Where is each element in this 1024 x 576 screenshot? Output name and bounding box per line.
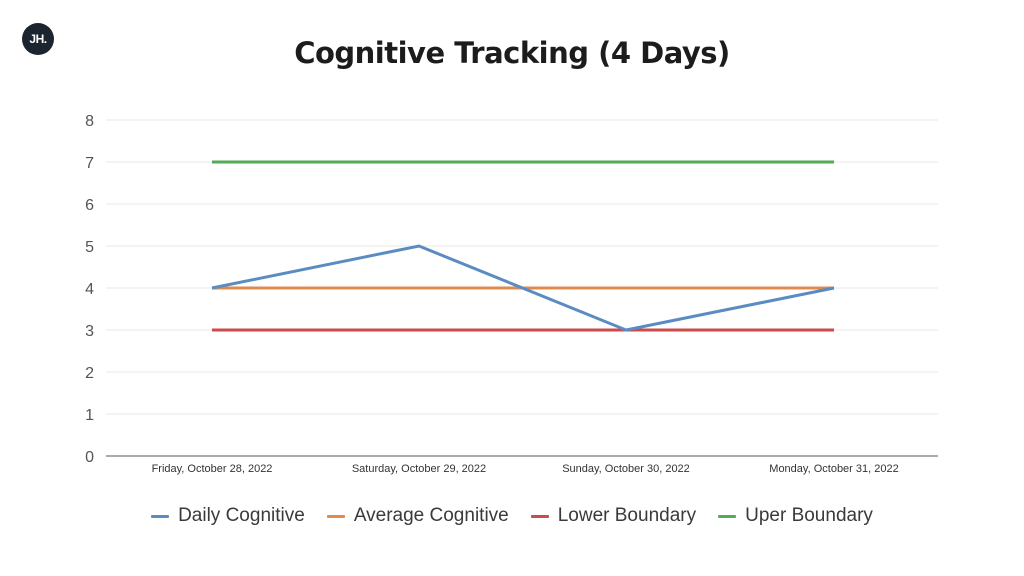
y-tick-labels: 0 1 2 3 4 5 6 7 8 [85, 113, 94, 466]
chart-title: Cognitive Tracking (4 Days) [294, 36, 730, 70]
logo-text: JH. [29, 32, 47, 46]
y-tick-label: 5 [85, 239, 94, 256]
series-layer [211, 160, 835, 332]
legend-label: Average Cognitive [353, 505, 509, 526]
legend-swatch [151, 514, 170, 518]
legend-swatch [530, 514, 549, 518]
x-tick-label: Saturday, October 29, 2022 [352, 463, 486, 475]
x-tick-label: Sunday, October 30, 2022 [562, 463, 690, 475]
series-line-daily-cognitive [211, 244, 835, 332]
legend-label: Uper Boundary [745, 505, 873, 526]
legend-swatch [718, 514, 737, 518]
x-tick-label: Monday, October 31, 2022 [769, 463, 898, 475]
legend: Daily Cognitive Average Cognitive Lower Bo… [0, 505, 1024, 527]
y-tick-label: 0 [85, 449, 94, 466]
legend-swatch [326, 514, 345, 518]
y-tick-label: 4 [85, 281, 94, 298]
x-tick-labels: Friday, October 28, 2022 Saturday, Octobe… [152, 463, 899, 475]
legend-label: Daily Cognitive [178, 505, 305, 526]
legend-item-lower-boundary: Lower Boundary [530, 505, 697, 527]
x-tick-label: Friday, October 28, 2022 [152, 463, 273, 475]
y-tick-label: 6 [85, 197, 94, 214]
legend-item-average-cognitive: Average Cognitive [326, 505, 509, 527]
y-tick-label: 2 [85, 365, 94, 382]
legend-item-uper-boundary: Uper Boundary [718, 505, 873, 527]
y-tick-label: 8 [85, 113, 94, 130]
y-tick-label: 1 [85, 407, 94, 424]
legend-item-daily-cognitive: Daily Cognitive [151, 505, 305, 527]
y-tick-label: 7 [85, 155, 94, 172]
legend-label: Lower Boundary [557, 505, 697, 526]
jh-logo: JH. [22, 23, 54, 55]
y-tick-label: 3 [85, 323, 94, 340]
